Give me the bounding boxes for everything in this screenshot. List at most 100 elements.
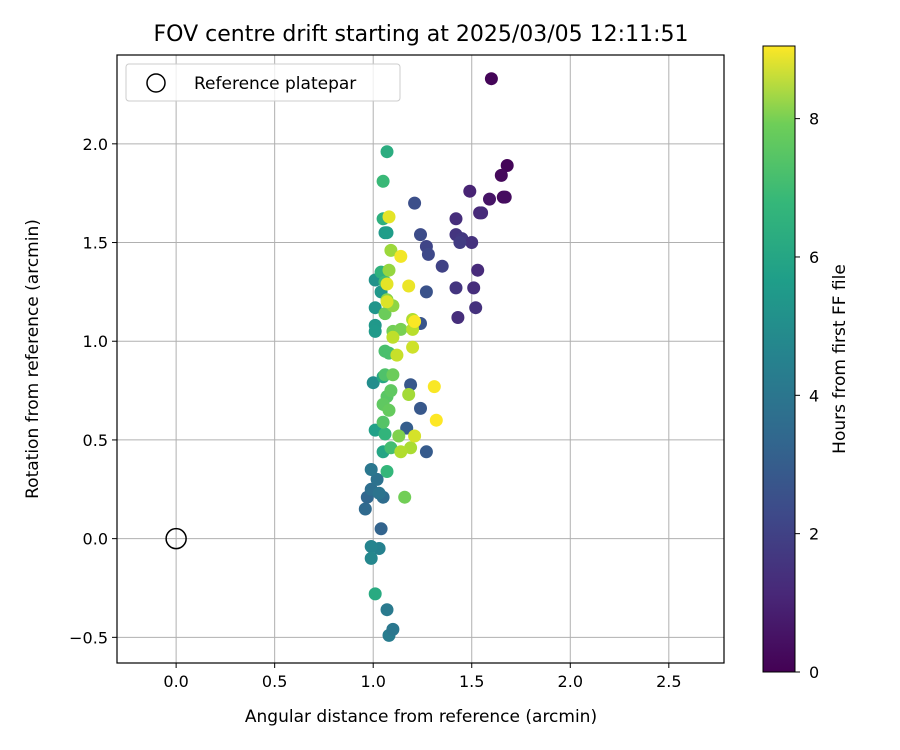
y-tick-label: 0.5 (83, 431, 108, 450)
data-point (404, 378, 418, 392)
legend: Reference platepar (125, 63, 401, 102)
data-point (380, 295, 394, 309)
data-point (380, 226, 394, 240)
x-tick-label: 1.0 (360, 672, 385, 691)
data-point (465, 236, 479, 249)
data-point (364, 463, 378, 476)
data-point (402, 388, 416, 401)
data-point (392, 429, 406, 443)
data-point (366, 376, 380, 390)
plot-frame (116, 54, 725, 664)
colorbar-tick-label: 8 (809, 110, 819, 129)
data-point (382, 403, 396, 417)
data-point (380, 603, 394, 617)
y-axis-label: Rotation from reference (arcmin) (23, 219, 43, 499)
x-tick-label: 2.5 (656, 672, 681, 691)
data-point (467, 281, 481, 295)
data-point (386, 368, 400, 382)
colorbar-axis: 0 2 4 6 8 (795, 110, 819, 682)
data-point (386, 330, 400, 344)
data-point (500, 159, 514, 172)
data-point (364, 540, 378, 553)
data-point (382, 210, 396, 224)
data-point (368, 587, 382, 601)
y-tick-label: −0.5 (69, 628, 108, 647)
legend-marker-icon (146, 73, 166, 93)
data-point (394, 322, 408, 336)
data-point (408, 429, 422, 443)
data-point (368, 324, 382, 338)
data-point (498, 190, 512, 204)
data-point (386, 622, 400, 636)
scatter-points (165, 72, 514, 642)
data-point (380, 145, 394, 159)
data-point (378, 427, 392, 441)
data-point (380, 277, 394, 291)
data-point (408, 315, 422, 328)
colorbar-tick-label: 4 (809, 386, 819, 405)
y-tick-label: 1.5 (83, 234, 108, 253)
y-tick-label: 0.0 (83, 530, 108, 549)
data-point (471, 263, 485, 277)
x-axis-label: Angular distance from reference (arcmin) (245, 707, 597, 727)
data-point (370, 472, 384, 486)
x-tick-label: 0.0 (163, 672, 188, 691)
chart-title: FOV centre drift starting at 2025/03/05 … (154, 22, 689, 47)
data-point (384, 441, 398, 455)
data-point (453, 236, 467, 249)
data-point (406, 340, 420, 354)
data-point (404, 441, 418, 455)
data-point (358, 502, 372, 516)
data-point (382, 263, 396, 277)
data-point (463, 184, 477, 198)
data-point (494, 168, 508, 182)
data-point (408, 196, 422, 210)
legend-entry-reference: Reference platepar (194, 74, 356, 94)
data-point (484, 72, 498, 86)
grid (117, 55, 724, 663)
reference-point (165, 527, 187, 550)
data-point (378, 307, 392, 321)
data-point (384, 384, 398, 398)
data-point (451, 311, 465, 324)
data-point (380, 465, 394, 478)
data-point (414, 228, 427, 242)
colorbar-label: Hours from first FF file (830, 264, 850, 454)
data-point (394, 445, 408, 459)
data-point (368, 423, 382, 437)
data-point (427, 380, 441, 394)
data-point (402, 279, 416, 293)
data-point (419, 285, 433, 299)
y-axis: −0.5 0.0 0.5 1.0 1.5 2.0 (69, 135, 117, 647)
data-point (429, 413, 443, 427)
data-point (376, 174, 390, 188)
data-point (376, 415, 390, 429)
data-point (394, 249, 408, 263)
colorbar-tick-label: 2 (809, 525, 819, 544)
data-point (449, 212, 463, 226)
data-point (398, 490, 412, 504)
data-point (469, 301, 483, 315)
colorbar-tick-label: 6 (809, 248, 819, 267)
data-point (435, 259, 449, 273)
colorbar (762, 45, 796, 673)
data-point (419, 445, 433, 459)
data-point (449, 281, 463, 295)
data-point (374, 522, 388, 536)
data-point (475, 206, 489, 220)
data-point (414, 401, 427, 415)
y-tick-label: 1.0 (83, 332, 108, 351)
x-tick-label: 1.5 (459, 672, 484, 691)
data-point (421, 247, 435, 261)
data-point (483, 192, 496, 206)
data-point (400, 421, 414, 435)
x-axis: 0.0 0.5 1.0 1.5 2.0 2.5 (163, 663, 682, 691)
data-point (384, 243, 398, 257)
data-point (364, 551, 378, 565)
data-point (368, 301, 382, 315)
data-point (372, 486, 386, 500)
legend-box (125, 63, 401, 102)
x-tick-label: 0.5 (262, 672, 287, 691)
y-tick-label: 2.0 (83, 135, 108, 154)
